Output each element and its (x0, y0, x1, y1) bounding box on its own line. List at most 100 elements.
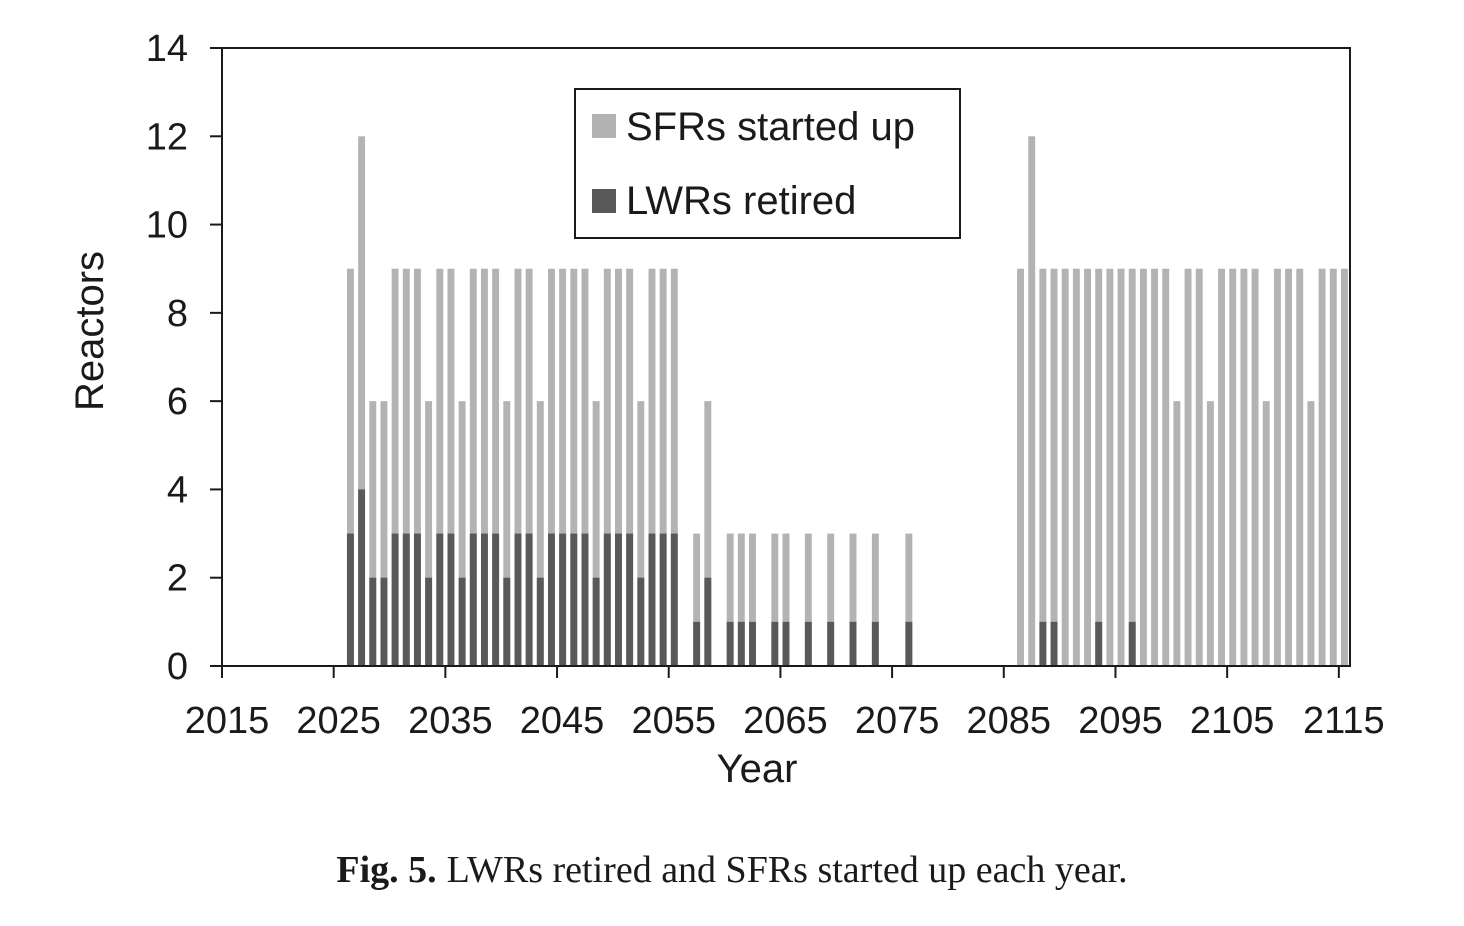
bar-lwr-2029 (380, 577, 388, 666)
bar-lwr-2054 (659, 533, 667, 666)
bar-sfr-2112 (1307, 401, 1315, 666)
legend: SFRs started up LWRs retired (574, 88, 961, 239)
legend-swatch-sfrs (592, 114, 616, 138)
bar-lwr-2026 (346, 533, 354, 666)
bar-sfr-2040 (503, 401, 511, 666)
bar-sfr-2047 (581, 268, 589, 666)
bar-sfr-2053 (648, 268, 656, 666)
bar-sfr-2099 (1162, 268, 1170, 666)
legend-label-lwrs: LWRs retired (626, 179, 856, 223)
bar-lwr-2035 (447, 533, 455, 666)
bar-lwr-2058 (704, 577, 712, 666)
bar-sfr-2111 (1296, 268, 1304, 666)
bar-sfr-2050 (615, 268, 622, 666)
x-tick-label-2015: 2015 (185, 700, 270, 742)
bar-sfr-2038 (480, 268, 488, 666)
bar-sfr-2088 (1039, 268, 1047, 666)
bar-sfr-2098 (1151, 268, 1159, 666)
bar-lwr-2089 (1050, 621, 1058, 666)
bar-sfr-2042 (525, 268, 533, 666)
bar-sfr-2092 (1084, 268, 1091, 666)
bar-sfr-2064 (771, 533, 779, 666)
x-tick-label-2035: 2035 (408, 700, 493, 742)
x-axis-title: Year (717, 747, 798, 791)
bar-sfr-2073 (871, 533, 879, 666)
bar-lwr-2031 (402, 533, 410, 666)
bar-sfr-2026 (346, 268, 354, 666)
x-tick-label-2045: 2045 (520, 700, 605, 742)
bar-lwr-2048 (592, 577, 600, 666)
bar-sfr-2108 (1262, 401, 1270, 666)
y-tick-label-6: 6 (167, 381, 188, 423)
bar-sfr-2087 (1028, 136, 1036, 667)
bar-sfr-2027 (358, 136, 366, 667)
bar-lwr-2067 (804, 621, 812, 666)
bar-lwr-2038 (480, 533, 488, 666)
bar-sfr-2086 (1017, 268, 1024, 666)
bar-lwr-2069 (827, 621, 835, 666)
x-axis: 2015 2025 2035 2045 2055 2065 2075 2085 2095 2105… (185, 666, 1385, 742)
bar-sfr-2057 (693, 533, 701, 666)
bar-sfr-2076 (905, 533, 913, 666)
bar-lwr-2045 (559, 533, 567, 666)
bar-lwr-2096 (1128, 621, 1136, 666)
bar-sfr-2104 (1218, 268, 1226, 666)
bar-lwr-2071 (849, 621, 857, 666)
bar-lwr-2093 (1095, 621, 1103, 666)
x-tick-label-2095: 2095 (1078, 700, 1163, 742)
bar-lwr-2030 (391, 533, 399, 666)
bar-sfr-2043 (536, 401, 544, 666)
bar-sfr-2048 (592, 401, 600, 666)
y-tick-label-8: 8 (167, 293, 188, 335)
bar-lwr-2073 (871, 621, 879, 666)
bar-sfr-2100 (1173, 401, 1181, 666)
bar-sfr-2036 (458, 401, 466, 666)
bar-sfr-2032 (413, 268, 421, 666)
bar-lwr-2050 (615, 533, 622, 666)
bar-sfr-2054 (659, 268, 667, 666)
bar-sfr-2030 (391, 268, 399, 666)
bar-sfr-2065 (782, 533, 790, 666)
y-tick-label-4: 4 (167, 469, 188, 511)
bar-lwr-2034 (436, 533, 444, 666)
bar-sfr-2095 (1117, 268, 1125, 666)
y-tick-label-2: 2 (167, 558, 188, 600)
x-tick-label-2085: 2085 (967, 700, 1052, 742)
y-tick-label-10: 10 (146, 205, 188, 247)
x-tick-label-2105: 2105 (1190, 700, 1275, 742)
bar-sfr-2044 (548, 268, 555, 666)
bar-sfr-2093 (1095, 268, 1103, 666)
bar-sfr-2041 (514, 268, 522, 666)
bar-lwr-2032 (413, 533, 421, 666)
bar-sfr-2107 (1251, 268, 1259, 666)
bar-sfr-2045 (559, 268, 567, 666)
bar-sfr-2062 (749, 533, 756, 666)
bar-lwr-2053 (648, 533, 656, 666)
legend-box (574, 88, 961, 239)
bar-sfr-2058 (704, 401, 712, 666)
bar-sfr-2115 (1340, 268, 1348, 666)
bar-lwr-2036 (458, 577, 466, 666)
x-tick-label-2115: 2115 (1303, 700, 1385, 742)
bar-sfr-2113 (1318, 268, 1326, 666)
bar-sfr-2102 (1195, 268, 1203, 666)
bar-sfr-2105 (1229, 268, 1237, 666)
bar-sfr-2051 (626, 268, 634, 666)
plot-area-frame (221, 47, 1351, 667)
bar-sfr-2103 (1206, 401, 1214, 666)
bar-sfr-2090 (1061, 268, 1069, 666)
bar-lwr-2046 (570, 533, 578, 666)
bars-layer (346, 136, 1348, 667)
bar-sfr-2109 (1273, 268, 1281, 666)
x-tick-label-2025: 2025 (296, 700, 381, 742)
bar-sfr-2097 (1139, 268, 1147, 666)
bar-lwr-2088 (1039, 621, 1047, 666)
bar-sfr-2096 (1128, 268, 1136, 666)
bar-sfr-2067 (804, 533, 812, 666)
bar-sfr-2028 (369, 401, 377, 666)
bar-sfr-2049 (603, 268, 611, 666)
x-tick-label-2075: 2075 (855, 700, 940, 742)
x-tick-label-2055: 2055 (631, 700, 716, 742)
bar-sfr-2060 (726, 533, 734, 666)
caption-label: Fig. 5. (336, 849, 437, 891)
